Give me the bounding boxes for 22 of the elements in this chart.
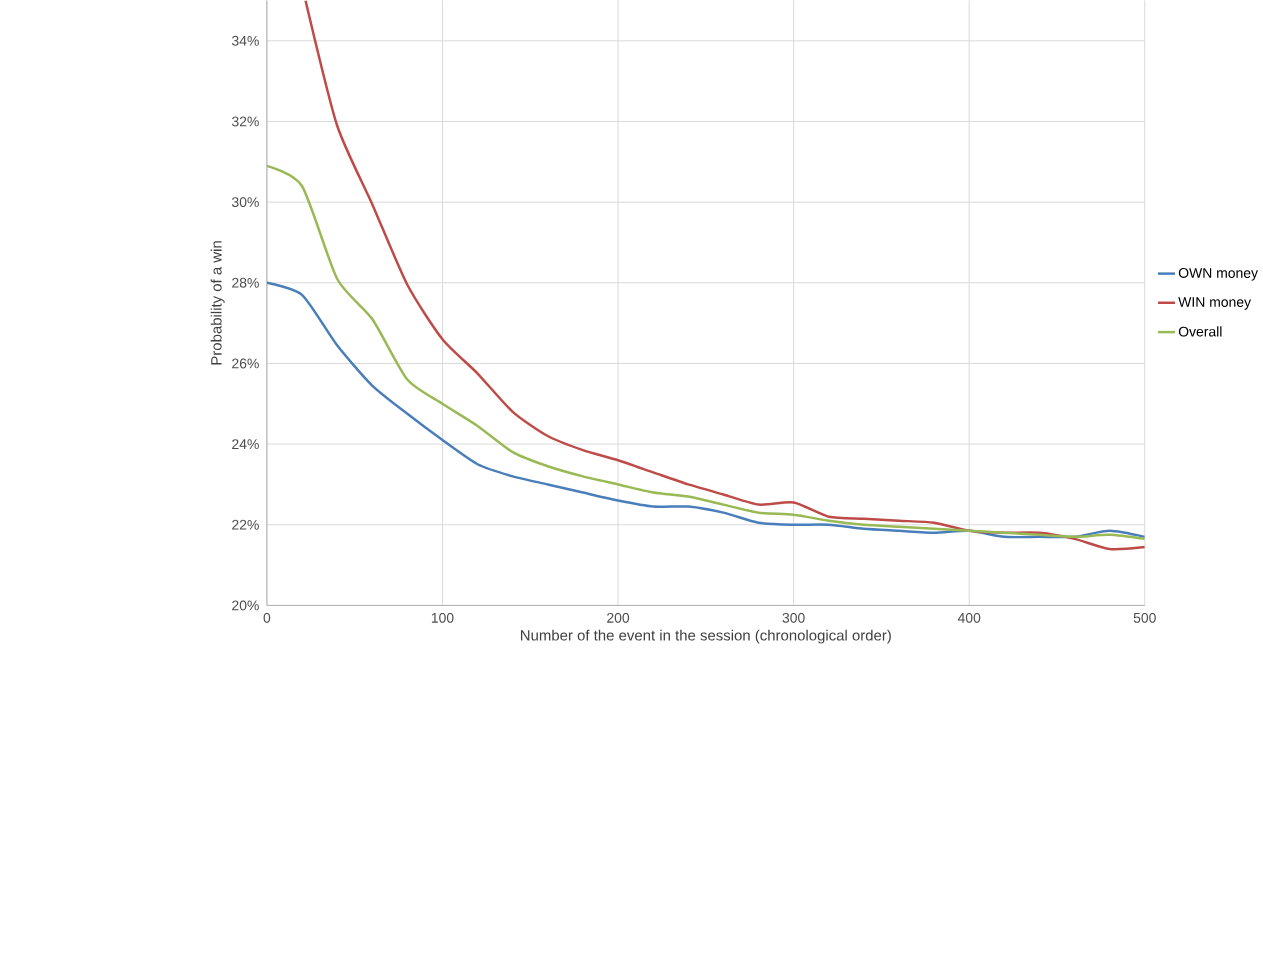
y-tick-label: 30% bbox=[231, 197, 259, 207]
line-series bbox=[304, 0, 1145, 551]
line-series bbox=[266, 164, 1145, 540]
y-tick-label: 22% bbox=[232, 519, 259, 530]
y-tick-label: 32% bbox=[231, 116, 259, 127]
y-axis-title: Probability of a win bbox=[210, 241, 225, 365]
y-tick-label: 28% bbox=[232, 277, 259, 288]
x-tick-label: 400 bbox=[957, 612, 981, 623]
y-tick-label: 34% bbox=[231, 35, 259, 46]
legend-label: OWN money bbox=[1178, 267, 1258, 281]
x-tick-label: 300 bbox=[782, 612, 805, 623]
legend-label: WIN money bbox=[1178, 297, 1252, 310]
line-series bbox=[266, 281, 1145, 539]
x-tick-label: 0 bbox=[263, 612, 271, 623]
y-tick-label: 24% bbox=[232, 439, 259, 449]
x-axis-title: Number of the event in the session (chronological order) bbox=[521, 629, 891, 644]
y-tick-label: 20% bbox=[232, 600, 259, 611]
x-tick-label: 100 bbox=[431, 612, 454, 623]
y-tick-label: 26% bbox=[232, 358, 259, 369]
legend-label: Overall bbox=[1178, 326, 1222, 337]
x-tick-label: 500 bbox=[1133, 612, 1156, 623]
x-tick-label: 200 bbox=[607, 612, 630, 623]
